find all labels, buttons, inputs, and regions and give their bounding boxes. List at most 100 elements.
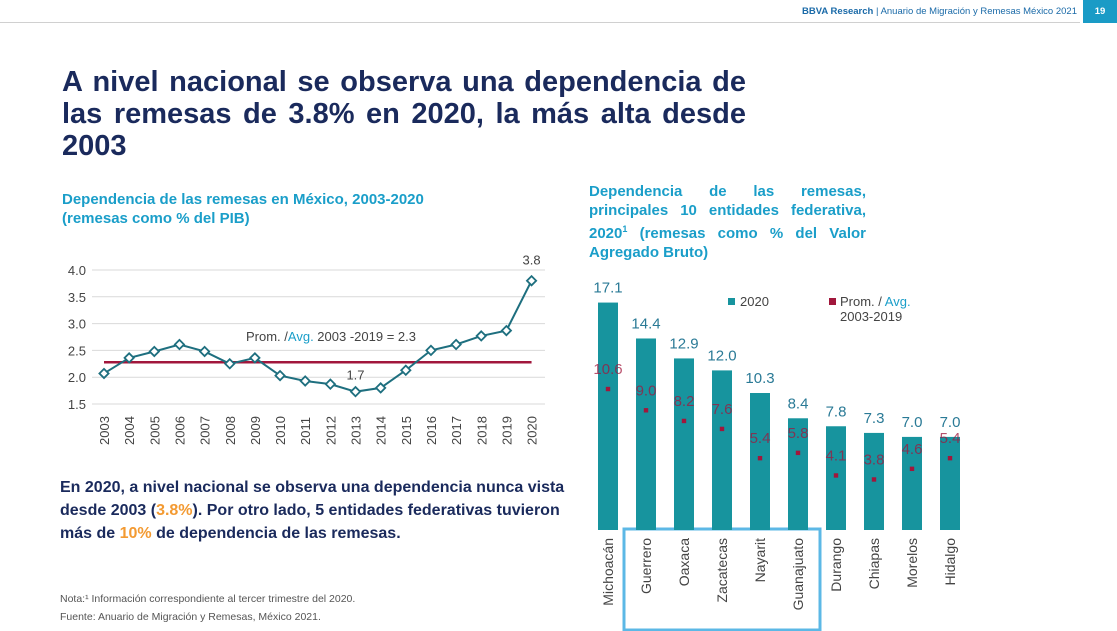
data-point-2015: [399, 364, 412, 377]
legend-swatch-2020: [728, 298, 735, 305]
bar-chart: 17.1 10.6 Michoacán 14.4 9.0 Guerrero 12.9 8.2 O…: [593, 280, 961, 631]
bar-Zacatecas: [712, 370, 732, 530]
header-org: BBVA Research: [802, 6, 874, 17]
bar-value-label: 7.8: [826, 403, 847, 420]
x-tick-label: 2018: [474, 416, 489, 445]
avg-marker-Guerrero: [643, 408, 649, 413]
category-label: Morelos: [904, 538, 920, 588]
y-tick-label: 4.0: [68, 263, 86, 278]
avg-marker-Oaxaca: [681, 418, 687, 424]
data-point-2020: [525, 274, 538, 287]
avg-value-label: 10.6: [593, 361, 622, 378]
x-tick-label: 2003: [97, 416, 112, 445]
summary-part2: ). Por otro lado, 5 entidades federativa…: [60, 502, 560, 542]
legend-label-avg: Prom. / Avg.: [840, 294, 911, 309]
avg-value-label: 5.8: [788, 425, 809, 442]
data-point-2005: [148, 345, 161, 358]
avg-value-label: 5.4: [750, 430, 771, 447]
category-label: Zacatecas: [714, 538, 730, 603]
bar-Nayarit: [750, 393, 770, 530]
avg-value-label: 9.0: [636, 382, 657, 399]
avg-value-label: 4.6: [902, 441, 923, 458]
bar-Michoacán: [598, 302, 618, 530]
source-note: Fuente: Anuario de Migración y Remesas, …: [60, 611, 321, 623]
bar-value-label: 7.0: [902, 414, 923, 431]
bar-Morelos: [902, 436, 922, 530]
average-label-avg: Avg.: [288, 329, 314, 344]
bar-Durango: [826, 426, 846, 530]
x-tick-label: 2011: [298, 417, 313, 445]
page-number: 19: [1083, 0, 1117, 23]
category-label: Guerrero: [638, 538, 654, 594]
x-tick-label: 2007: [198, 416, 213, 445]
bar-chart-subtitle: (remesas como % del Valor Agregado Bruto…: [589, 225, 866, 261]
legend-avg-prefix: Prom. /: [840, 294, 885, 309]
footnote: Nota:¹ Información correspondiente al te…: [60, 593, 356, 605]
y-tick-label: 1.5: [68, 397, 86, 412]
line-chart-subtitle: (remesas como % del PIB): [62, 210, 250, 227]
bar-value-label: 12.0: [707, 347, 736, 364]
y-tick-label: 2.5: [68, 343, 86, 358]
bar-chart-title: Dependencia de las remesas, principales …: [589, 182, 866, 262]
header-text: BBVA Research | Anuario de Migración y R…: [802, 6, 1077, 17]
category-label: Michoacán: [600, 538, 616, 606]
avg-marker-Hidalgo: [947, 455, 953, 461]
bar-value-label: 12.9: [669, 335, 698, 352]
header-rule: [0, 22, 1080, 23]
line-chart-title: Dependencia de las remesas en México, 20…: [62, 190, 492, 228]
data-point-2009: [249, 352, 261, 364]
avg-value-label: 8.2: [674, 393, 695, 410]
x-tick-label: 2010: [273, 416, 288, 445]
avg-marker-Durango: [833, 473, 839, 478]
data-label-2020: 3.8: [523, 253, 541, 268]
page-title: A nivel nacional se observa una dependen…: [62, 66, 746, 162]
bar-value-label: 7.3: [864, 410, 885, 427]
data-point-2012: [324, 378, 337, 391]
avg-value-label: 3.8: [864, 451, 885, 468]
average-label-suffix: 2003 -2019 = 2.3: [314, 329, 416, 344]
x-tick-label: 2008: [223, 416, 238, 445]
category-label: Nayarit: [752, 538, 768, 582]
category-label: Chiapas: [866, 538, 882, 589]
average-label: Prom. /Avg. 2003 -2019 = 2.3: [246, 329, 416, 344]
avg-value-label: 7.6: [712, 401, 733, 418]
data-point-2003: [98, 367, 110, 380]
data-point-2006: [173, 338, 186, 351]
category-label: Oaxaca: [676, 538, 692, 586]
data-point-2007: [198, 345, 211, 358]
x-tick-label: 2009: [248, 416, 263, 445]
legend-swatch-avg: [829, 298, 836, 305]
x-tick-label: 2019: [499, 416, 514, 445]
x-tick-label: 2017: [449, 416, 464, 445]
header-separator: |: [873, 6, 881, 17]
data-point-2014: [374, 382, 387, 394]
bar-value-label: 14.4: [631, 315, 660, 332]
y-tick-label: 3.5: [68, 290, 86, 305]
x-tick-label: 2016: [424, 416, 439, 445]
x-tick-label: 2013: [349, 416, 364, 445]
x-tick-label: 2020: [525, 416, 540, 445]
data-point-2008: [223, 357, 236, 370]
x-tick-label: 2015: [399, 416, 414, 445]
category-label: Hidalgo: [942, 538, 958, 586]
y-tick-label: 3.0: [68, 317, 86, 332]
bar-Oaxaca: [674, 358, 694, 530]
line-chart-title-main: Dependencia de las remesas en México, 20…: [62, 191, 424, 208]
avg-marker-Guanajuato: [795, 450, 801, 456]
data-point-2019: [500, 324, 513, 337]
category-label: Guanajuato: [790, 538, 806, 611]
bar-value-label: 10.3: [745, 370, 774, 387]
data-point-2010: [274, 369, 286, 382]
header-doc: Anuario de Migración y Remesas México 20…: [880, 6, 1077, 17]
data-point-2018: [475, 330, 488, 342]
summary-highlight-1: 3.8%: [156, 502, 193, 519]
bar-chart-title-main: Dependencia de las remesas, principales …: [589, 183, 866, 242]
legend-label-2020: 2020: [740, 294, 769, 309]
avg-marker-Michoacán: [605, 386, 611, 392]
avg-marker-Morelos: [909, 466, 915, 472]
summary-highlight-2: 10%: [119, 525, 152, 542]
legend-label-avg-period: 2003-2019: [840, 309, 902, 324]
avg-value-label: 4.1: [826, 447, 847, 464]
bar-value-label: 7.0: [940, 414, 961, 431]
